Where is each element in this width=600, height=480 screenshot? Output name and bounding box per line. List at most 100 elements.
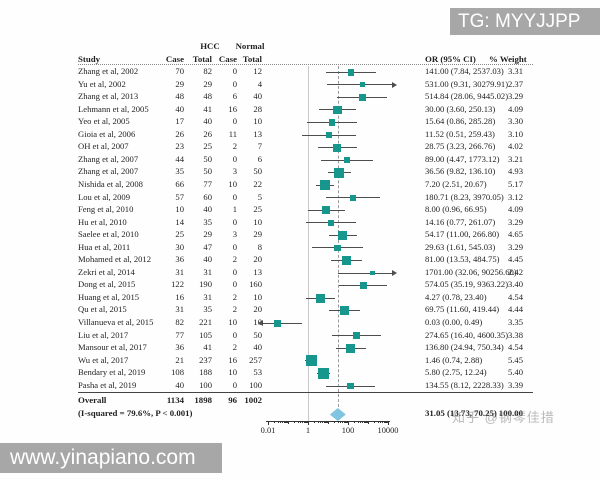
axis-minor-tick — [301, 421, 303, 423]
axis-minor-tick — [381, 421, 383, 423]
or-value: 81.00 (13.53, 484.75) — [425, 254, 500, 265]
axis-minor-tick — [357, 421, 359, 423]
hcc-case-value: 77 — [175, 329, 184, 340]
hcc-case-value: 40 — [175, 103, 184, 114]
or-value: 11.52 (0.51, 259.43) — [425, 128, 495, 139]
hcc-total-value: 50 — [203, 166, 212, 177]
or-value: 134.55 (8.12, 2228.33) — [425, 379, 504, 390]
weight-value: 3.38 — [507, 329, 523, 340]
weight-value: 4.45 — [507, 254, 523, 265]
normal-total-value: 20 — [253, 304, 262, 315]
hcc-case-value: 36 — [175, 342, 184, 353]
hcc-total-value: 41 — [203, 342, 212, 353]
hcc-total-column-header: Total — [192, 54, 212, 64]
axis-minor-tick — [300, 421, 302, 423]
study-label: Zhang et al, 2013 — [78, 91, 139, 102]
or-value: 28.75 (3.23, 266.76) — [425, 141, 496, 152]
axis-tick — [348, 421, 349, 425]
axis-minor-tick — [283, 421, 285, 423]
ci-right-arrow-cap — [392, 270, 397, 277]
effect-square — [333, 143, 342, 152]
normal-case-value: 0 — [232, 329, 237, 340]
weight-value: 3.29 — [507, 241, 523, 252]
hcc-case-value: 21 — [175, 354, 184, 365]
normal-case-value: 16 — [228, 354, 237, 365]
normal-case-value: 0 — [232, 116, 237, 127]
weight-value: 5.45 — [507, 354, 523, 365]
hcc-total-value: 77 — [203, 178, 212, 189]
weight-value: 4.09 — [507, 103, 523, 114]
normal-total-value: 40 — [253, 342, 262, 353]
effect-square — [370, 270, 376, 276]
hcc-total-value: 26 — [203, 128, 212, 139]
hcc-case-value: 10 — [175, 204, 184, 215]
hcc-total-value: 40 — [203, 254, 212, 265]
study-label: Huang et al, 2015 — [78, 291, 140, 302]
normal-total-value: 50 — [253, 166, 262, 177]
hcc-case-value: 82 — [175, 317, 184, 327]
or-value: 180.71 (8.23, 3970.05) — [425, 191, 504, 202]
or-value: 1.46 (0.74, 2.88) — [425, 354, 483, 365]
axis-minor-tick — [354, 421, 356, 423]
or-value: 136.80 (24.94, 750.34) — [425, 342, 504, 353]
axis-minor-tick — [341, 421, 343, 423]
weight-value: 2.37 — [507, 78, 523, 89]
ci-right-arrow-cap — [392, 81, 397, 88]
hcc-case-value: 35 — [175, 166, 184, 177]
axis-minor-tick — [384, 421, 386, 423]
hcc-case-value: 25 — [175, 229, 184, 240]
weight-value: 4.44 — [507, 304, 523, 315]
weight-value: 2.42 — [507, 266, 523, 277]
axis-tick — [328, 421, 329, 424]
weight-value: 3.39 — [507, 379, 523, 390]
axis-minor-tick — [363, 421, 365, 423]
effect-square — [358, 94, 366, 101]
axis-minor-tick — [383, 421, 385, 423]
or-value: 8.00 (0.96, 66.95) — [425, 204, 487, 215]
study-label: Dong et al, 2015 — [78, 279, 136, 290]
or-value: 141.00 (7.84, 2537.03) — [425, 66, 504, 76]
axis-minor-tick — [320, 421, 322, 423]
axis-minor-tick — [323, 421, 325, 423]
hcc-group-header: HCC — [200, 41, 220, 51]
axis-minor-tick — [374, 421, 376, 423]
heterogeneity-note: (I-squared = 79.6%, P < 0.001) — [78, 408, 193, 418]
weight-value: 3.10 — [507, 128, 523, 139]
axis-minor-tick — [340, 421, 342, 423]
effect-square — [334, 167, 345, 178]
hcc-case-value: 14 — [175, 216, 184, 227]
effect-square — [327, 219, 335, 227]
or-value: 30.00 (3.60, 250.13) — [425, 103, 496, 114]
axis-minor-tick — [387, 421, 389, 423]
normal-case-value: 0 — [232, 216, 237, 227]
axis-tick — [288, 421, 289, 424]
normal-case-value: 0 — [232, 78, 237, 89]
ci-line — [327, 84, 392, 86]
normal-total-column-header: Total — [242, 54, 262, 64]
ci-left-arrow-cap — [258, 320, 263, 327]
weight-value: 3.35 — [507, 317, 523, 327]
normal-case-value: 2 — [232, 304, 237, 315]
weight-value: 4.54 — [507, 342, 523, 353]
or-value: 274.65 (16.40, 4600.35) — [425, 329, 509, 340]
study-label: Lehmann et al, 2005 — [78, 103, 149, 114]
effect-square — [333, 105, 342, 114]
study-label: Zhang et al, 2002 — [78, 66, 139, 76]
effect-square — [274, 319, 281, 327]
normal-case-value: 10 — [228, 317, 237, 327]
effect-square — [360, 82, 365, 88]
normal-total-value: 20 — [253, 254, 262, 265]
axis-minor-tick — [304, 421, 306, 423]
axis-minor-tick — [274, 421, 276, 423]
axis-minor-tick — [281, 421, 283, 423]
hcc-case-value: 23 — [175, 141, 184, 152]
axis-minor-tick — [314, 421, 316, 423]
or-value: 5.80 (2.75, 12.24) — [425, 367, 487, 378]
hcc-case-value: 57 — [175, 191, 184, 202]
or-value: 4.27 (0.78, 23.40) — [425, 291, 487, 302]
normal-case-value: 0 — [232, 241, 237, 252]
study-label: Feng et al, 2010 — [78, 204, 134, 215]
normal-total-value: 5 — [257, 191, 262, 202]
effect-square — [319, 180, 331, 191]
hcc-case-value: 30 — [175, 241, 184, 252]
